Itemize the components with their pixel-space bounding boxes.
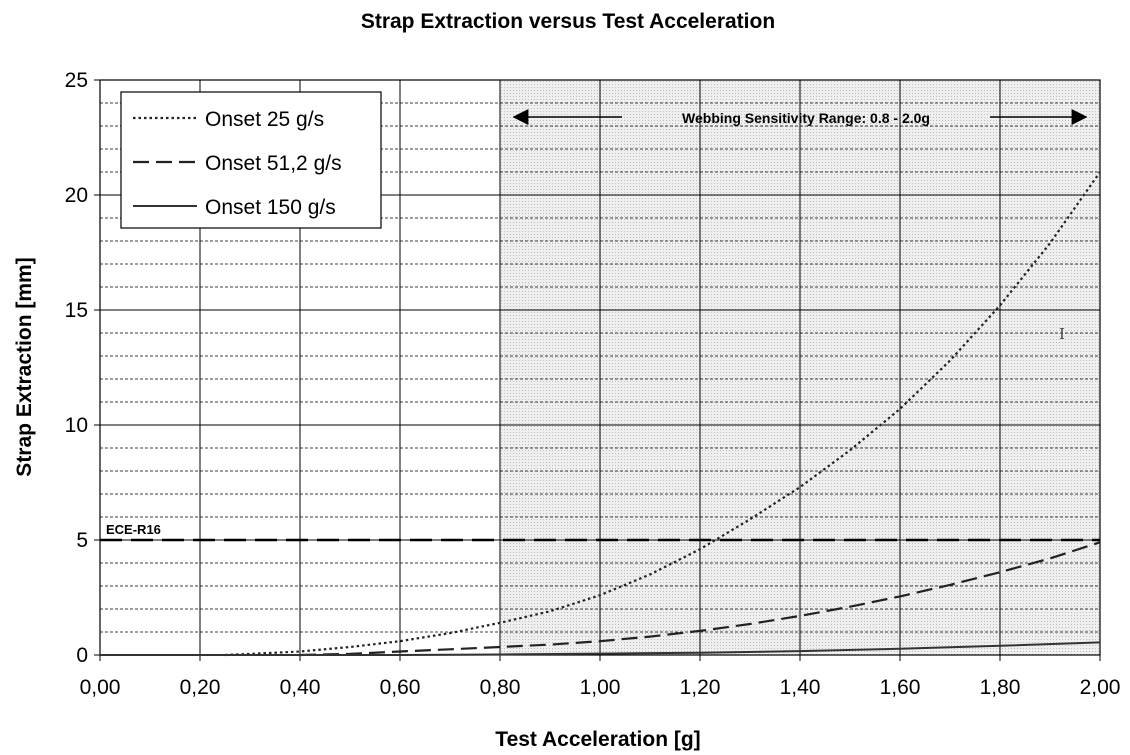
legend-label-3: Onset 150 g/s	[205, 196, 336, 219]
series-line-3	[100, 641, 1101, 656]
x-tick-label: 1,40	[780, 676, 821, 699]
plot-area: 0,00 0,20 0,40 0,60 0,80 1,00 1,20 1,40 1,60 1,80…	[65, 69, 1121, 699]
y-tick-label: 10	[65, 414, 88, 437]
x-tick-label: 1,00	[580, 676, 621, 699]
x-tick-label: 1,60	[880, 676, 921, 699]
x-tick-label: 2,00	[1080, 676, 1121, 699]
x-tick-label: 0,00	[80, 676, 121, 699]
x-tick-label: 1,80	[980, 676, 1021, 699]
series-line-2	[299, 541, 1101, 657]
y-tick-label: 5	[76, 529, 88, 552]
x-axis-title: Test Acceleration [g]	[495, 728, 700, 751]
y-tick-label: 25	[65, 69, 88, 92]
legend-label-1: Onset 25 g/s	[205, 108, 324, 131]
x-tick-label: 0,60	[380, 676, 421, 699]
ece-r16-label: ECE-R16	[106, 522, 161, 537]
annotation-marker: I	[1059, 325, 1065, 343]
series-line-1	[224, 171, 1101, 657]
x-tick-label: 0,20	[180, 676, 221, 699]
chart-title: Strap Extraction versus Test Acceleratio…	[361, 10, 775, 33]
y-axis-title: Strap Extraction [mm]	[13, 257, 36, 476]
x-tick-label: 1,20	[680, 676, 721, 699]
x-tick-label: 0,40	[280, 676, 321, 699]
y-tick-label: 0	[76, 644, 88, 667]
sensitivity-range-label: Webbing Sensitivity Range: 0.8 - 2.0g	[682, 110, 930, 126]
legend-label-2: Onset 51,2 g/s	[205, 152, 342, 175]
x-tick-label: 0,80	[480, 676, 521, 699]
y-tick-label: 15	[65, 299, 88, 322]
y-tick-label: 20	[65, 184, 88, 207]
